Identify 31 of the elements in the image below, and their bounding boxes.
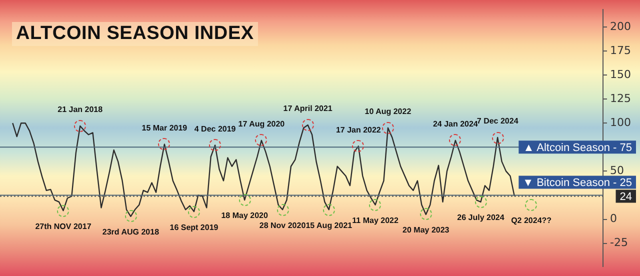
annotation: 20 May 2023 (402, 226, 450, 235)
ref-line-label: ▲ Altcoin Season - 75 (523, 142, 632, 154)
annotation: 28 Nov 2020 (259, 220, 306, 230)
annotation: 7 Dec 2024 (476, 116, 519, 126)
annotation: 24 Jan 2024 (432, 120, 478, 129)
y-tick-label: 0 (610, 212, 618, 226)
y-tick-label: 150 (610, 68, 632, 81)
annotation: 15 Mar 2019 (142, 123, 188, 132)
annotation: 4 Dec 2019 (194, 124, 236, 134)
y-tick-label: 175 (610, 44, 632, 57)
annotation: 23rd AUG 2018 (102, 228, 160, 237)
annotation: Q2 2024?? (511, 216, 552, 226)
annotation: 27th NOV 2017 (35, 222, 92, 231)
annotation: 15 Aug 2021 (306, 220, 353, 230)
y-tick-label: 200 (610, 20, 632, 33)
ref-line-label: ▼ Bitcoin Season - 25 (522, 177, 632, 190)
y-tick-label: -25 (610, 236, 628, 250)
y-tick-label: 100 (610, 116, 632, 129)
text: ALTCOIN SEASON INDEX (12, 22, 258, 46)
annotation: 18 May 2020 (221, 211, 268, 220)
y-tick-label: 125 (610, 92, 632, 105)
annotation: 17 April 2021 (283, 104, 333, 114)
annotation: 26 July 2024 (457, 213, 505, 222)
annotation: 17 Jan 2022 (336, 125, 382, 134)
annotation: 11 May 2022 (352, 216, 399, 226)
ref-line-label: 24 (620, 191, 632, 204)
annotation: 10 Aug 2022 (364, 107, 412, 116)
annotation: 16 Sept 2019 (170, 222, 219, 232)
y-tick-label: 50 (610, 164, 624, 178)
annotation: 21 Jan 2018 (58, 105, 104, 114)
annotation: 17 Aug 2020 (238, 120, 286, 129)
